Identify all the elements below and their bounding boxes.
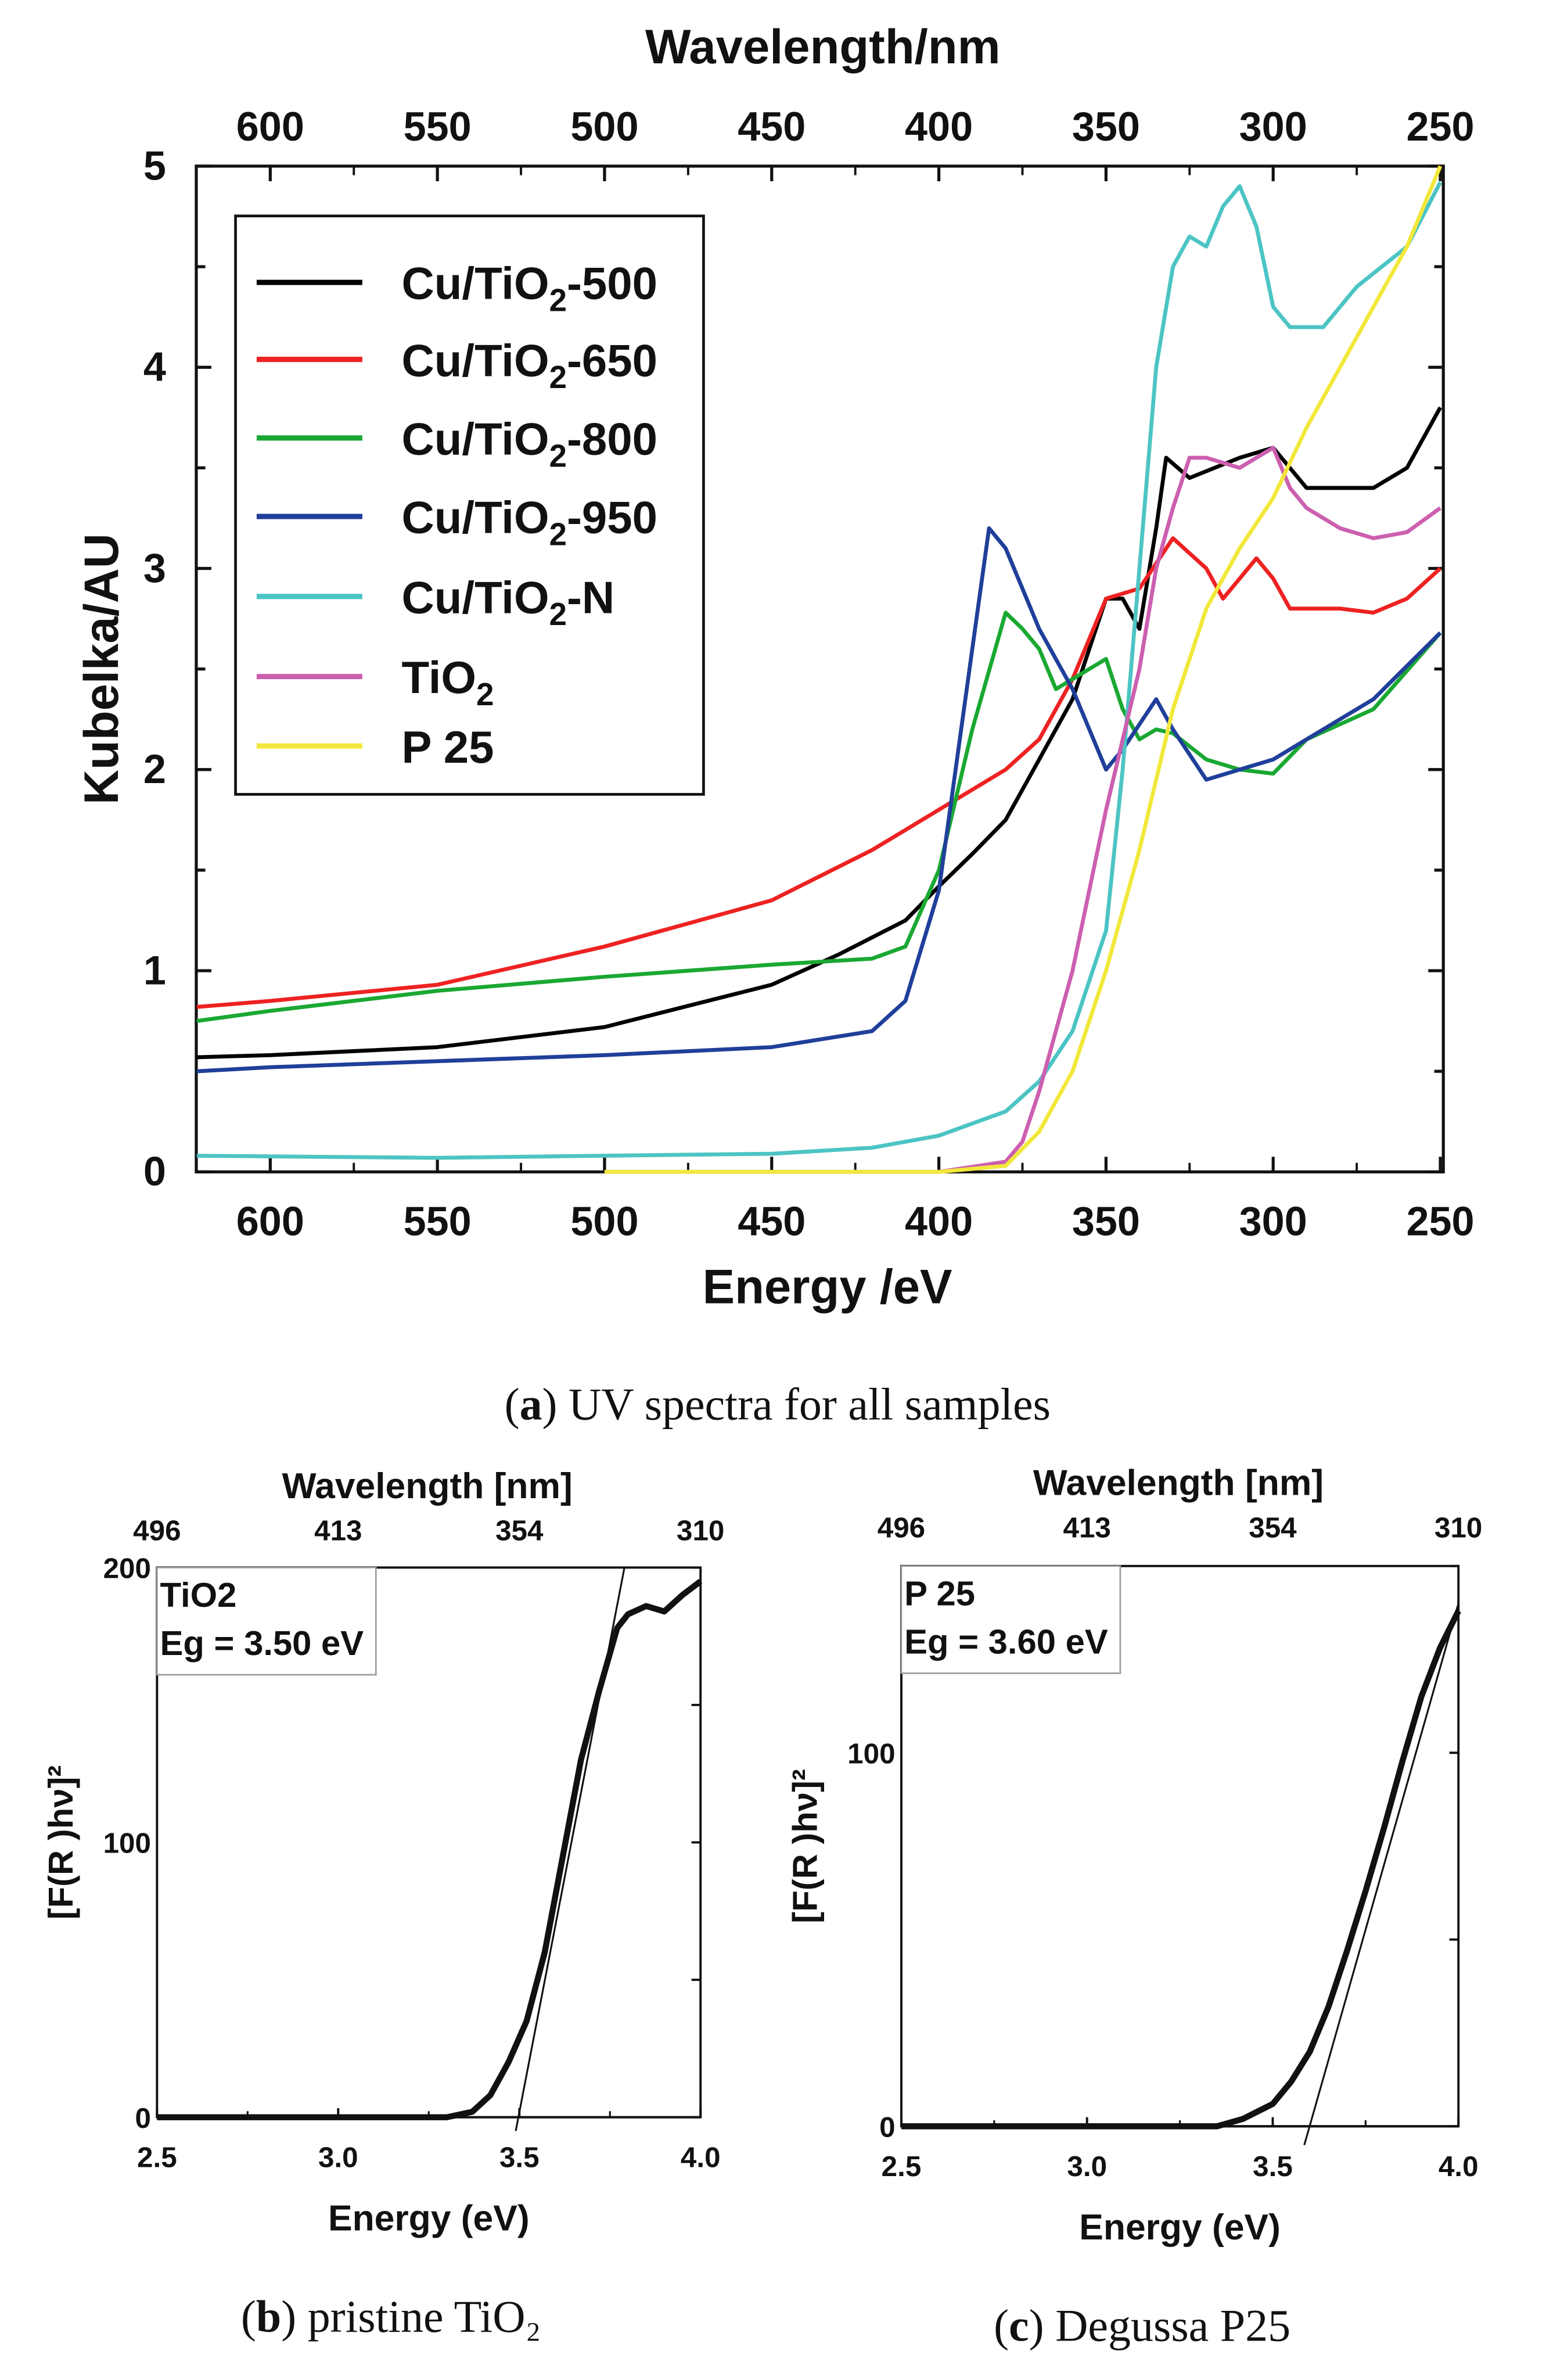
top-tick-label: 354 (1249, 1512, 1297, 1543)
series-line (196, 406, 1442, 1060)
panel-c-p25-tauc: 2.5 496 3.0 413 3.5 354 4.0 310 0 100 Wavelength [… (785, 1463, 1482, 2351)
y-tick-label: 0 (879, 2111, 895, 2143)
y-tick-label: 1 (143, 947, 166, 993)
y-tick-label: 200 (103, 1553, 151, 1585)
y-tick-label: 0 (143, 1148, 166, 1194)
legend-label: Cu/TiO2-800 (401, 413, 657, 473)
x-tick-label-top: 450 (738, 103, 806, 149)
legend-label: Cu/TiO2-950 (401, 492, 657, 552)
x-tick-label-bottom: 600 (236, 1198, 304, 1244)
legend-label: P 25 (401, 721, 494, 773)
x-tick-label-top: 500 (570, 103, 638, 149)
tauc-curve (157, 1578, 703, 2120)
caption-c: (c) Degussa P25 (994, 2300, 1290, 2350)
legend-label: Cu/TiO2-650 (401, 335, 657, 395)
y-axis-title: [F(R )hν]² (41, 1765, 80, 1920)
series-line (604, 446, 1442, 1174)
x-tick-label-top: 250 (1406, 103, 1474, 149)
x-tick-label-top: 400 (905, 103, 973, 149)
x-tick-label-bottom: 500 (570, 1198, 638, 1244)
y-tick-label: 2 (143, 746, 166, 792)
panel-a-uv-spectra: 6006005505505005004504504004003503503003… (74, 20, 1475, 1429)
series-line (196, 181, 1443, 1160)
x-tick-label: 3.5 (499, 2141, 540, 2173)
band-gap-label: Eg = 3.50 eV (160, 1624, 364, 1663)
tangent-line (1303, 1603, 1459, 2145)
x-tick-label: 4.0 (681, 2141, 721, 2173)
panel-b-tio2-tauc: 2.5 496 3.0 413 3.5 354 4.0 310 0 100 200 Wavelengt… (41, 1466, 725, 2342)
caption-a: (a) UV spectra for all samples (505, 1380, 1051, 1430)
sample-label: TiO2 (160, 1575, 237, 1614)
x-tick-label: 4.0 (1439, 2151, 1479, 2182)
band-gap-label: Eg = 3.60 eV (904, 1622, 1108, 1661)
x-tick-label-bottom: 250 (1406, 1198, 1474, 1244)
x-tick-label-bottom: 550 (404, 1198, 472, 1244)
x-tick-label-bottom: 350 (1072, 1198, 1140, 1244)
x-axis-title: Energy (eV) (328, 2199, 530, 2239)
top-tick-label: 413 (314, 1515, 362, 1547)
y-tick-label: 0 (135, 2102, 150, 2134)
y-tick-label: 5 (143, 142, 166, 188)
x-tick-label-bottom: 450 (738, 1198, 806, 1244)
y-tick-label: 4 (143, 344, 166, 390)
x-tick-label: 2.5 (137, 2141, 177, 2173)
y-tick-label: 100 (847, 1738, 895, 1769)
top-tick-label: 496 (878, 1512, 925, 1543)
sample-label: P 25 (904, 1574, 975, 1613)
x-tick-label-top: 550 (404, 103, 472, 149)
x-axis-title: Energy /eV (703, 1259, 952, 1313)
y-axis-title: [F(R )hν]² (785, 1769, 824, 1923)
x-tick-label-top: 300 (1239, 103, 1307, 149)
top-tick-label: 310 (1434, 1512, 1482, 1543)
top-axis-title: Wavelength [nm] (282, 1466, 573, 1506)
legend-label: Cu/TiO2-N (401, 572, 614, 632)
top-tick-label: 413 (1063, 1512, 1111, 1543)
legend-label: TiO2 (401, 652, 494, 712)
tauc-curve (901, 1609, 1461, 2130)
caption-b: (b) pristine TiO₂ (241, 2292, 541, 2342)
x-tick-label: 3.5 (1253, 2151, 1293, 2182)
y-tick-label: 100 (103, 1828, 151, 1860)
annotation-box (156, 1567, 377, 1676)
annotation-box (900, 1565, 1121, 1674)
top-tick-label: 496 (133, 1515, 181, 1547)
top-axis-title: Wavelength [nm] (1033, 1463, 1324, 1503)
series-line (196, 526, 1442, 1074)
x-tick-label: 2.5 (882, 2151, 922, 2182)
x-tick-label-bottom: 400 (905, 1198, 973, 1244)
series-line (604, 165, 1443, 1174)
x-axis-title: Energy (eV) (1079, 2207, 1281, 2248)
top-tick-label: 354 (495, 1515, 544, 1547)
x-tick-label: 3.0 (1067, 2151, 1107, 2182)
tangent-line (515, 1567, 625, 2131)
series-line (196, 536, 1442, 1009)
top-tick-label: 310 (677, 1515, 724, 1547)
legend-box (234, 214, 705, 796)
x-tick-label-top: 600 (236, 103, 304, 149)
top-axis-title: Wavelength/nm (645, 20, 1001, 74)
y-tick-label: 3 (143, 545, 166, 591)
x-tick-label-bottom: 300 (1239, 1198, 1307, 1244)
legend-label: Cu/TiO2-500 (401, 258, 657, 318)
y-axis-title: Kubelka/AU (74, 533, 128, 805)
x-tick-label-top: 350 (1072, 103, 1140, 149)
x-tick-label: 3.0 (318, 2141, 358, 2173)
